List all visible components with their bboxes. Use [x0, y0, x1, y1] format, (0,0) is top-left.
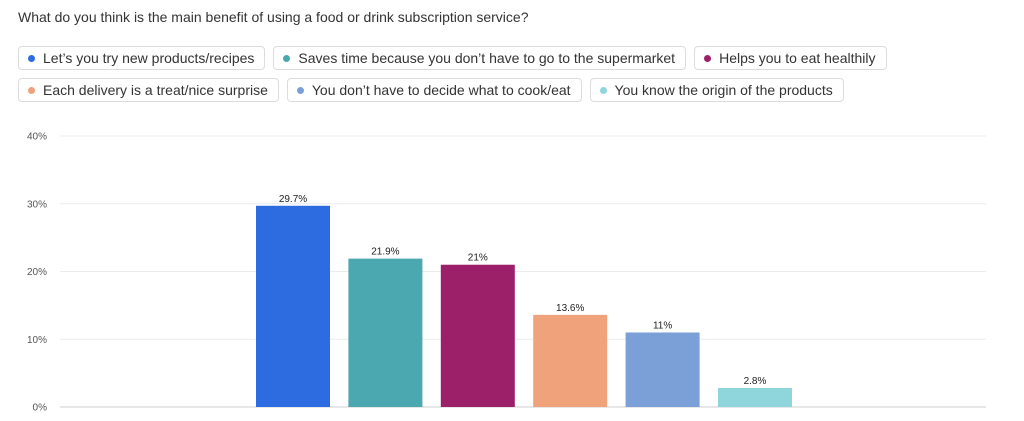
bar[interactable] — [440, 264, 515, 407]
legend-dot-icon — [28, 86, 35, 94]
bar-value-label: 29.7% — [279, 194, 307, 205]
chart-question-title: What do you think is the main benefit of… — [18, 9, 529, 25]
y-tick-label: 30% — [27, 199, 47, 210]
bar[interactable] — [348, 258, 423, 407]
legend-dot-icon — [296, 86, 304, 94]
legend-dot-icon — [704, 54, 712, 62]
bar[interactable] — [256, 205, 330, 407]
y-tick-label: 20% — [27, 267, 47, 278]
legend-item-no-deciding[interactable]: You don’t have to decide what to cook/ea… — [286, 78, 582, 102]
legend-item-saves-time[interactable]: Saves time because you don’t have to go … — [273, 46, 687, 70]
bar-value-label: 21.9% — [371, 247, 399, 258]
bar[interactable] — [718, 388, 792, 407]
bar-value-label: 21% — [468, 253, 488, 264]
legend-label: Let’s you try new products/recipes — [43, 50, 255, 66]
y-tick-label: 0% — [33, 403, 48, 414]
legend-label: Saves time because you don’t have to go … — [298, 50, 676, 66]
bar-value-label: 13.6% — [556, 303, 584, 314]
legend-row-2: Each delivery is a treat/nice surprise Y… — [18, 78, 978, 102]
bar[interactable] — [625, 332, 700, 407]
legend-label: You know the origin of the products — [614, 82, 833, 98]
legend-item-product-origin[interactable]: You know the origin of the products — [589, 78, 844, 102]
legend-label: Helps you to eat healthily — [719, 50, 876, 66]
legend-item-treat-surprise[interactable]: Each delivery is a treat/nice surprise — [18, 78, 279, 102]
legend-dot-icon — [283, 54, 291, 62]
bar-value-label: 11% — [653, 320, 672, 331]
legend-label: You don’t have to decide what to cook/ea… — [311, 82, 571, 98]
legend-dot-icon — [28, 54, 35, 62]
bar-value-label: 2.8% — [744, 376, 767, 387]
bar[interactable] — [533, 314, 608, 407]
legend-item-try-new-products[interactable]: Let’s you try new products/recipes — [18, 46, 266, 70]
y-tick-label: 10% — [27, 335, 47, 346]
legend-row-1: Let’s you try new products/recipes Saves… — [18, 46, 978, 70]
legend-item-eat-healthily[interactable]: Helps you to eat healthily — [694, 46, 887, 70]
y-tick-label: 40% — [27, 132, 47, 143]
chart-legend: Let’s you try new products/recipes Saves… — [18, 46, 978, 110]
legend-label: Each delivery is a treat/nice surprise — [43, 82, 268, 98]
legend-dot-icon — [599, 86, 607, 94]
